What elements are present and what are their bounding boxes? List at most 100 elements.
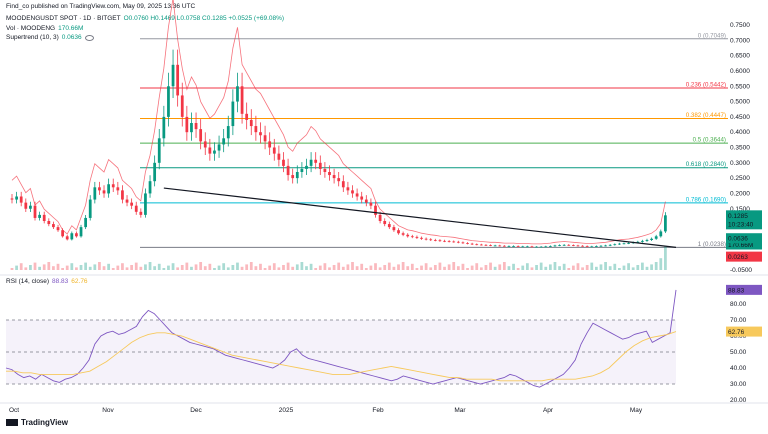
- last-price-badge: 0.1285: [728, 213, 748, 220]
- rsi-tick-label: 30.00: [730, 381, 747, 388]
- candle-body: [438, 240, 442, 242]
- candle-body: [558, 245, 561, 246]
- candle-body: [268, 141, 272, 148]
- volume-bar: [226, 267, 230, 270]
- volume-bar: [125, 267, 129, 270]
- volume-bar: [539, 262, 543, 270]
- volume-bar: [116, 265, 120, 270]
- volume-bar: [378, 267, 382, 270]
- volume-bar: [594, 266, 598, 270]
- price-tick-label: 0.4000: [730, 129, 750, 136]
- candle-body: [571, 245, 575, 246]
- candle-body: [392, 227, 396, 231]
- volume-bar: [162, 268, 166, 270]
- volume-bar: [171, 263, 175, 270]
- fib-level-label: 0.618 (0.2840): [686, 161, 726, 168]
- candle-body: [581, 245, 584, 247]
- candle-body: [180, 95, 184, 117]
- volume-bar: [420, 265, 423, 270]
- candle-body: [475, 244, 479, 246]
- candle-body: [305, 165, 308, 169]
- candle-body: [608, 244, 612, 246]
- volume-bar: [590, 262, 594, 270]
- volume-bar: [203, 266, 207, 270]
- candle-body: [286, 165, 290, 176]
- volume-bar: [604, 262, 607, 270]
- volume-bar: [75, 267, 78, 270]
- volume-bar: [10, 268, 14, 270]
- volume-bar: [305, 266, 308, 270]
- candle-body: [346, 187, 350, 191]
- candle-body: [415, 236, 419, 238]
- candle-body: [618, 243, 621, 245]
- candle-body: [627, 243, 630, 244]
- volume-bar: [443, 266, 446, 270]
- volume-bar: [562, 263, 566, 270]
- fib-level-label: 0.5 (0.3644): [693, 137, 726, 144]
- candle-body: [111, 184, 115, 188]
- rsi-legend[interactable]: RSI (14, close) 88.83 62.76: [6, 278, 88, 285]
- candle-body: [10, 198, 14, 200]
- volume-bar: [351, 262, 354, 270]
- volume-bar: [456, 266, 460, 270]
- volume-bar: [631, 267, 635, 270]
- candle-body: [47, 221, 51, 225]
- volume-bar: [641, 262, 644, 270]
- time-axis-label: 2025: [279, 407, 294, 414]
- candle-body: [134, 205, 138, 212]
- volume-bar: [314, 268, 318, 270]
- candle-body: [622, 243, 626, 245]
- volume-bar: [134, 262, 138, 270]
- volume-legend[interactable]: Vol · MOODENG 170.66M: [6, 25, 83, 32]
- volume-bar: [52, 266, 55, 270]
- fib-level-label: 0 (0.7049): [698, 32, 726, 39]
- volume-bar: [194, 264, 198, 270]
- volume-bar: [475, 263, 479, 270]
- volume-bar: [516, 268, 520, 270]
- volume-bar: [277, 267, 281, 270]
- rsi-ma-badge: 62.76: [728, 329, 745, 336]
- rsi-badge: 88.83: [728, 287, 745, 294]
- tradingview-logo[interactable]: TradingView: [6, 418, 68, 427]
- header-bar: Find_co published on TradingView.com, Ma…: [6, 3, 196, 10]
- candle-body: [553, 245, 557, 247]
- symbol-legend[interactable]: MOODENGUSDT SPOT · 1D · BITGET O0.0760 H…: [6, 15, 284, 22]
- candle-body: [548, 246, 552, 247]
- candle-body: [208, 147, 212, 154]
- candle-body: [121, 190, 124, 200]
- candle-body: [213, 150, 216, 154]
- volume-bar: [139, 266, 143, 270]
- candle-body: [171, 64, 175, 87]
- rsi-label: RSI (14, close): [6, 278, 49, 285]
- volume-bar: [507, 266, 511, 270]
- candle-body: [162, 116, 166, 139]
- price-tick-label: 0.2000: [730, 190, 750, 197]
- candle-body: [401, 233, 405, 235]
- volume-bar: [61, 268, 64, 270]
- symbol-name[interactable]: MOODENGUSDT SPOT · 1D · BITGET: [6, 15, 121, 22]
- candle-body: [525, 246, 529, 248]
- time-axis-label: Nov: [102, 407, 114, 414]
- volume-bar: [470, 265, 474, 270]
- volume-bar: [328, 267, 331, 270]
- candle-body: [594, 246, 598, 247]
- supertrend-legend[interactable]: Supertrend (10, 3) 0.0636: [6, 34, 94, 41]
- candle-body: [461, 242, 465, 244]
- volume-bar: [447, 264, 451, 270]
- candle-body: [29, 205, 32, 209]
- volume-bar: [341, 266, 345, 270]
- candle-body: [410, 236, 414, 238]
- candle-body: [190, 123, 193, 133]
- candle-body: [636, 241, 640, 243]
- price-tick-label: 0.5000: [730, 99, 750, 106]
- hide-indicator-icon[interactable]: [84, 34, 94, 41]
- volume-bar: [415, 268, 419, 270]
- candle-body: [507, 246, 511, 247]
- volume-bar: [42, 264, 46, 270]
- candle-body: [38, 214, 41, 218]
- fib-level-label: 0.382 (0.4447): [686, 112, 726, 119]
- volume-bar: [429, 267, 433, 270]
- volume-bar: [585, 265, 589, 270]
- candle-body: [199, 129, 203, 142]
